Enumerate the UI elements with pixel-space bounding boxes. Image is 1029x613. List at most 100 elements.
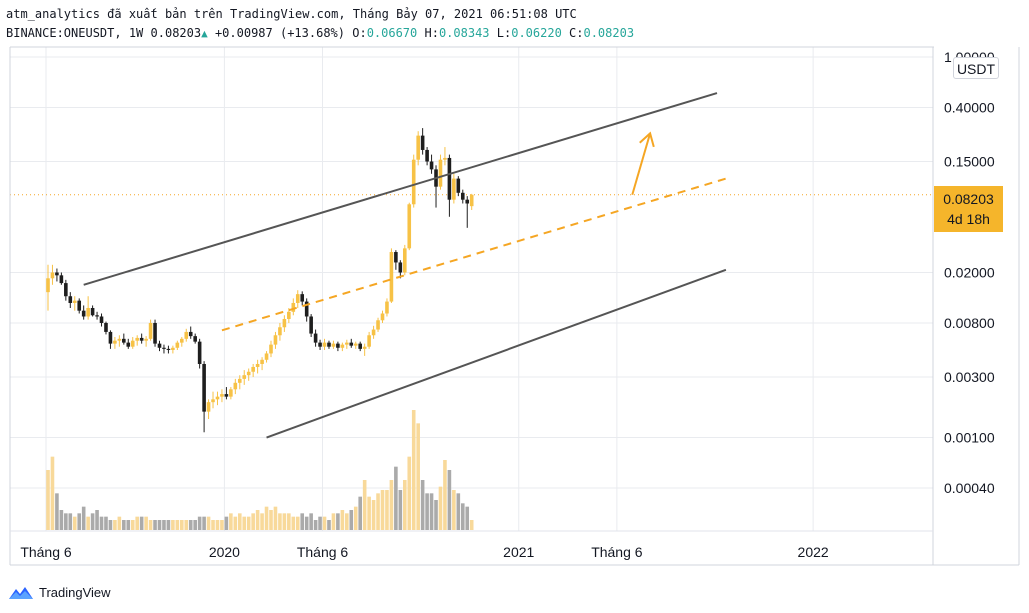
volume-bar bbox=[407, 456, 412, 530]
volume-bar bbox=[345, 513, 349, 530]
volume-bar bbox=[59, 510, 64, 530]
candle-body bbox=[282, 318, 287, 328]
volume-bar bbox=[349, 510, 354, 530]
candle-body bbox=[153, 322, 157, 344]
candle-body bbox=[126, 342, 131, 347]
x-tick-label: 2022 bbox=[798, 544, 829, 560]
x-tick-label: Tháng 6 bbox=[20, 544, 72, 560]
volume-bar bbox=[162, 520, 166, 530]
candle-body bbox=[224, 394, 229, 397]
unit-button[interactable]: USDT bbox=[953, 57, 999, 79]
volume-bar bbox=[465, 506, 470, 530]
volume-bar bbox=[411, 410, 416, 530]
y-tick-label: 0.00300 bbox=[944, 369, 995, 385]
candle-body bbox=[188, 331, 193, 337]
candle-body bbox=[362, 346, 367, 349]
x-tick-label: 2020 bbox=[209, 544, 240, 560]
brand-label: TradingView bbox=[39, 584, 111, 600]
volume-bar bbox=[220, 520, 224, 530]
candle-body bbox=[81, 310, 86, 317]
candle-body bbox=[331, 343, 336, 347]
candle-body bbox=[64, 283, 68, 297]
candle-body bbox=[269, 344, 273, 354]
low-key: L: bbox=[496, 26, 512, 40]
candle-body bbox=[220, 394, 224, 397]
volume-bar bbox=[416, 423, 420, 530]
candle-body bbox=[255, 363, 260, 367]
volume-bar bbox=[237, 513, 242, 530]
volume-bar bbox=[166, 520, 171, 530]
volume-bar bbox=[148, 520, 153, 530]
volume-bar bbox=[113, 520, 117, 530]
candle-body bbox=[340, 344, 345, 348]
candle-body bbox=[452, 178, 456, 200]
volume-bar bbox=[130, 520, 135, 530]
candle-body bbox=[322, 342, 327, 347]
candle-body bbox=[122, 338, 126, 343]
candle-body bbox=[157, 343, 162, 348]
x-tick-label: 2021 bbox=[503, 544, 534, 560]
candle-body bbox=[215, 396, 220, 400]
candle-body bbox=[184, 331, 189, 339]
volume-bar bbox=[443, 460, 447, 530]
volume-bar bbox=[229, 513, 233, 530]
candle-body bbox=[295, 294, 300, 303]
candle-body bbox=[139, 337, 144, 341]
projection-arrowhead bbox=[639, 131, 655, 148]
candle-body bbox=[211, 399, 215, 403]
volume-bar bbox=[269, 510, 273, 530]
volume-bar bbox=[336, 513, 340, 530]
low-value: 0.06220 bbox=[511, 26, 562, 40]
candle-body bbox=[278, 327, 282, 336]
candle-body bbox=[420, 135, 425, 150]
candle-body bbox=[353, 343, 358, 346]
tradingview-logo-icon bbox=[9, 587, 33, 599]
y-tick-label: 0.00800 bbox=[944, 315, 995, 331]
volume-bar bbox=[313, 520, 318, 530]
candle-body bbox=[447, 157, 452, 200]
volume-bar bbox=[171, 520, 175, 530]
volume-bar bbox=[184, 520, 189, 530]
volume-bar bbox=[95, 510, 99, 530]
volume-bar bbox=[224, 516, 229, 530]
footer-brand[interactable]: TradingView bbox=[8, 583, 111, 601]
candle-body bbox=[264, 353, 269, 360]
candle-body bbox=[425, 149, 429, 162]
last-price-label: 0.08203 bbox=[150, 26, 202, 40]
volume-bar bbox=[188, 520, 193, 530]
drawings[interactable] bbox=[83, 92, 727, 439]
candle-body bbox=[55, 272, 59, 276]
volume-bar bbox=[197, 516, 202, 530]
candle-body bbox=[193, 336, 197, 342]
volume-bar bbox=[50, 456, 55, 530]
volume-bar bbox=[456, 493, 461, 530]
candle-body bbox=[90, 307, 95, 316]
candle-body bbox=[144, 338, 148, 341]
axes: 1.000000.400000.150000.020000.008000.003… bbox=[9, 46, 1020, 566]
candle-body bbox=[398, 262, 403, 273]
volume-bar bbox=[380, 490, 385, 530]
candle-body bbox=[237, 378, 242, 383]
volume-bar bbox=[46, 470, 50, 530]
volume-bar bbox=[318, 516, 322, 530]
candle-body bbox=[460, 192, 465, 200]
volume-bar bbox=[180, 520, 184, 530]
candle-body bbox=[389, 252, 394, 302]
volume-bar bbox=[394, 466, 398, 530]
volume-bar bbox=[255, 510, 260, 530]
volume-bar bbox=[362, 480, 367, 530]
volume-bar bbox=[122, 520, 126, 530]
volume-bar bbox=[206, 516, 211, 530]
volume-bar bbox=[295, 516, 300, 530]
up-arrow-icon: ▲ bbox=[201, 27, 208, 40]
candle-body bbox=[416, 135, 420, 160]
close-value: 0.08203 bbox=[583, 26, 635, 40]
volume-bar bbox=[353, 506, 358, 530]
candle-body bbox=[380, 313, 385, 321]
volume-bar bbox=[264, 506, 269, 530]
volume-bar bbox=[175, 520, 180, 530]
volume-bar bbox=[104, 516, 108, 530]
volume-bar bbox=[371, 500, 376, 530]
candle-body bbox=[175, 342, 180, 348]
